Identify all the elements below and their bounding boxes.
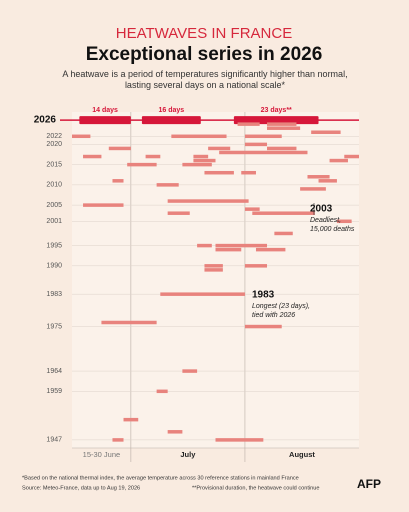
heatwave-bar	[267, 122, 297, 126]
heatwave-bar	[274, 231, 293, 236]
heatwave-bar	[244, 134, 282, 139]
heatwave-bar	[267, 146, 297, 151]
heatwave-bar	[156, 183, 179, 187]
y-tick-label: 1947	[46, 437, 62, 444]
plot-area	[72, 112, 359, 448]
y-tick-label: 2010	[46, 182, 62, 189]
header: HEATWAVES IN FRANCE	[116, 25, 292, 42]
heatwave-bar	[307, 175, 330, 179]
heatwave-bar	[300, 187, 326, 191]
y-tick-label: 1975	[46, 323, 62, 330]
y-tick-label: 2005	[46, 202, 62, 209]
heatwave-bar	[208, 146, 231, 151]
heatwave-bar	[344, 154, 359, 159]
heatwave-bar	[182, 369, 198, 373]
y-tick-label: 1990	[46, 263, 62, 270]
y-tick-label: 2026	[34, 115, 57, 126]
annotation-title: 2003	[310, 204, 333, 215]
duration-label: 23 days**	[261, 107, 292, 114]
heatwave-bar	[83, 203, 124, 207]
heatwave-bar	[252, 211, 315, 215]
heatwave-bar	[311, 130, 341, 134]
heatwave-bar	[193, 154, 209, 159]
note: **Provisional duration, the heatwave cou…	[192, 485, 320, 491]
heatwave-bar	[255, 247, 286, 252]
footnote: *Based on the national thermal index, th…	[22, 475, 299, 481]
heatwave-bar	[204, 170, 234, 175]
heatwave-bar	[145, 154, 161, 159]
y-tick-label: 1959	[46, 388, 62, 395]
annotation-title: 1983	[252, 290, 275, 301]
heatwave-bar	[127, 162, 157, 167]
duration-label: 16 days	[159, 107, 185, 114]
heatwave-bar	[141, 116, 201, 125]
x-month-label: July	[180, 450, 196, 459]
heatwave-bar	[244, 264, 268, 268]
x-month-label: 15-30 June	[83, 450, 121, 459]
heatwave-bar	[167, 211, 190, 215]
annotation-text: 15,000 deaths	[310, 226, 355, 233]
heatwave-bar	[72, 134, 91, 139]
source: Source: Meteo-France, data up to Aug 19,…	[22, 485, 140, 491]
heatwave-bar	[108, 146, 131, 151]
heatwave-bar	[244, 207, 260, 211]
heatwave-bar	[101, 320, 157, 325]
y-tick-label: 2001	[46, 218, 62, 225]
heatwave-bar	[233, 116, 319, 125]
logo: AFP	[357, 477, 381, 491]
heatwave-bar	[244, 142, 268, 147]
duration-label: 14 days	[92, 107, 118, 114]
subtitle: A heatwave is a period of temperatures s…	[62, 69, 348, 90]
heatwave-bar	[167, 430, 183, 434]
heatwave-bar	[215, 438, 264, 442]
heatwave-bar	[112, 438, 124, 442]
heatwave-bar	[244, 324, 282, 329]
heatwave-bar	[204, 264, 223, 268]
heatwave-bar	[197, 243, 212, 248]
heatwave-bar	[123, 417, 139, 422]
annotation-text: Deadliest,	[310, 217, 341, 224]
y-tick-label: 1983	[46, 291, 62, 298]
heatwave-bar	[237, 122, 260, 126]
heatwave-bar	[329, 158, 348, 163]
heatwave-bar	[156, 389, 168, 394]
heatwave-bar	[79, 116, 131, 125]
heatwave-bar	[167, 199, 249, 203]
heatwave-bar	[215, 243, 268, 248]
heatwave-bar	[336, 219, 352, 224]
x-month-label: August	[289, 450, 315, 459]
heatwave-bar	[160, 292, 245, 296]
heatwave-bar	[112, 179, 124, 183]
y-tick-label: 1964	[46, 368, 62, 375]
heatwave-bar	[182, 162, 212, 167]
heatwave-bar	[219, 150, 308, 155]
heatwave-bar	[204, 268, 223, 272]
heatwave-bar	[215, 247, 242, 252]
annotation-text: Longest (23 days),	[252, 303, 310, 310]
heatwave-bar	[83, 154, 102, 159]
y-tick-label: 2020	[46, 141, 62, 148]
heatwave-bar	[171, 134, 227, 139]
heatwave-bar	[318, 179, 337, 183]
heatwave-bar	[241, 170, 256, 175]
heatwave-bar	[267, 126, 301, 130]
y-tick-label: 1995	[46, 242, 62, 249]
annotation-text: tied with 2026	[252, 312, 295, 319]
chart-title: Exceptional series in 2026	[86, 44, 323, 65]
y-tick-label: 2022	[46, 133, 62, 140]
heatwave-bar	[193, 158, 216, 163]
y-tick-label: 2015	[46, 161, 62, 168]
